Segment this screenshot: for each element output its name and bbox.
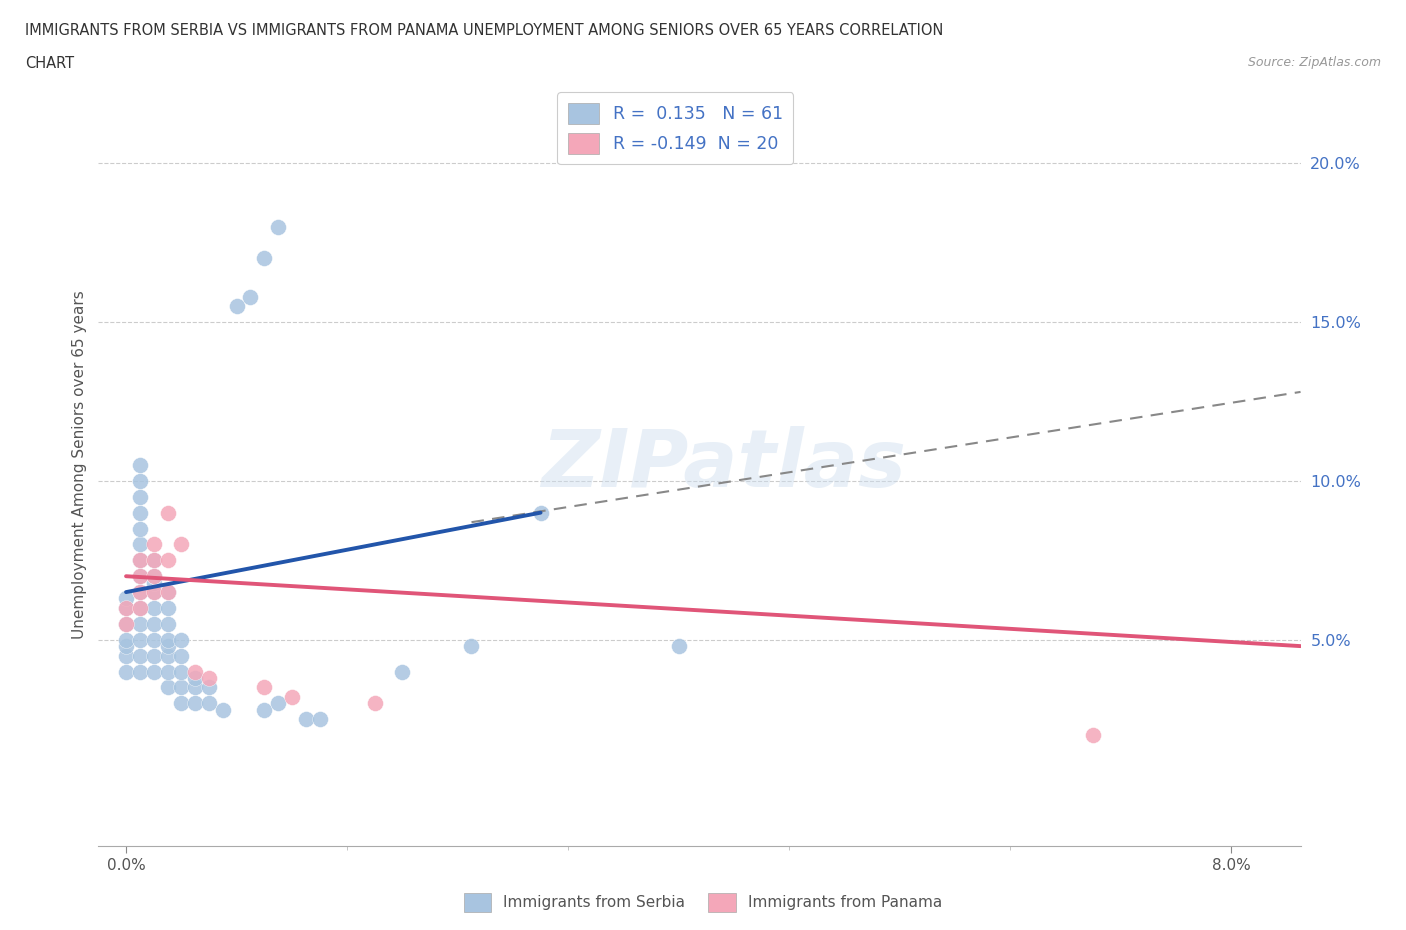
Point — [156, 664, 179, 679]
Point — [156, 505, 179, 520]
Point — [128, 632, 150, 647]
Legend: Immigrants from Serbia, Immigrants from Panama: Immigrants from Serbia, Immigrants from … — [457, 887, 949, 918]
Point — [211, 702, 233, 717]
Point — [142, 552, 165, 567]
Legend: R =  0.135   N = 61, R = -0.149  N = 20: R = 0.135 N = 61, R = -0.149 N = 20 — [557, 92, 793, 165]
Point — [170, 680, 193, 695]
Point — [142, 552, 165, 567]
Point — [142, 569, 165, 584]
Point — [142, 664, 165, 679]
Point — [115, 591, 138, 606]
Point — [128, 552, 150, 567]
Point — [156, 680, 179, 695]
Point — [142, 575, 165, 590]
Point — [529, 505, 551, 520]
Point — [115, 617, 138, 631]
Point — [198, 696, 221, 711]
Point — [170, 537, 193, 551]
Point — [156, 648, 179, 663]
Point — [156, 585, 179, 600]
Point — [253, 702, 276, 717]
Point — [156, 601, 179, 616]
Point — [156, 585, 179, 600]
Point — [115, 601, 138, 616]
Point — [198, 680, 221, 695]
Point — [128, 585, 150, 600]
Point — [267, 696, 290, 711]
Point — [198, 671, 221, 685]
Point — [142, 585, 165, 600]
Point — [184, 664, 207, 679]
Point — [156, 617, 179, 631]
Point — [128, 617, 150, 631]
Text: IMMIGRANTS FROM SERBIA VS IMMIGRANTS FROM PANAMA UNEMPLOYMENT AMONG SENIORS OVER: IMMIGRANTS FROM SERBIA VS IMMIGRANTS FRO… — [25, 23, 943, 38]
Point — [128, 585, 150, 600]
Point — [128, 489, 150, 504]
Point — [128, 648, 150, 663]
Point — [142, 617, 165, 631]
Point — [115, 617, 138, 631]
Point — [128, 521, 150, 536]
Text: CHART: CHART — [25, 56, 75, 71]
Point — [142, 632, 165, 647]
Point — [294, 711, 316, 726]
Point — [253, 251, 276, 266]
Point — [128, 601, 150, 616]
Point — [128, 569, 150, 584]
Point — [115, 664, 138, 679]
Point — [115, 639, 138, 654]
Point — [142, 601, 165, 616]
Point — [128, 473, 150, 488]
Point — [128, 458, 150, 472]
Point — [184, 696, 207, 711]
Point — [281, 689, 304, 704]
Point — [156, 639, 179, 654]
Point — [668, 639, 690, 654]
Point — [128, 601, 150, 616]
Point — [128, 505, 150, 520]
Point — [156, 552, 179, 567]
Point — [1083, 727, 1105, 742]
Point — [170, 632, 193, 647]
Point — [460, 639, 482, 654]
Point — [391, 664, 413, 679]
Point — [184, 671, 207, 685]
Point — [184, 680, 207, 695]
Point — [142, 537, 165, 551]
Point — [128, 537, 150, 551]
Point — [115, 601, 138, 616]
Point — [253, 680, 276, 695]
Point — [128, 664, 150, 679]
Text: ZIPatlas: ZIPatlas — [541, 426, 905, 504]
Point — [142, 569, 165, 584]
Point — [156, 632, 179, 647]
Point — [170, 696, 193, 711]
Point — [170, 648, 193, 663]
Point — [128, 552, 150, 567]
Point — [142, 585, 165, 600]
Point — [170, 664, 193, 679]
Point — [225, 299, 247, 313]
Point — [364, 696, 387, 711]
Text: Source: ZipAtlas.com: Source: ZipAtlas.com — [1247, 56, 1381, 69]
Point — [115, 632, 138, 647]
Point — [267, 219, 290, 234]
Y-axis label: Unemployment Among Seniors over 65 years: Unemployment Among Seniors over 65 years — [72, 291, 87, 640]
Point — [308, 711, 330, 726]
Point — [115, 648, 138, 663]
Point — [128, 569, 150, 584]
Point — [142, 648, 165, 663]
Point — [239, 289, 262, 304]
